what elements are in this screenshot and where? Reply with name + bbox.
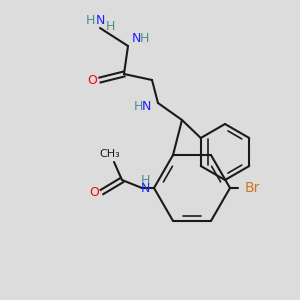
Text: H: H bbox=[85, 14, 95, 26]
Text: N: N bbox=[140, 182, 150, 194]
Text: H: H bbox=[139, 32, 149, 44]
Text: H: H bbox=[105, 20, 115, 34]
Text: O: O bbox=[89, 185, 99, 199]
Text: N: N bbox=[131, 32, 141, 44]
Text: H: H bbox=[140, 175, 150, 188]
Text: O: O bbox=[87, 74, 97, 86]
Text: N: N bbox=[141, 100, 151, 113]
Text: N: N bbox=[95, 14, 105, 26]
Text: Br: Br bbox=[244, 181, 260, 195]
Text: CH₃: CH₃ bbox=[100, 149, 120, 159]
Text: H: H bbox=[133, 100, 143, 113]
